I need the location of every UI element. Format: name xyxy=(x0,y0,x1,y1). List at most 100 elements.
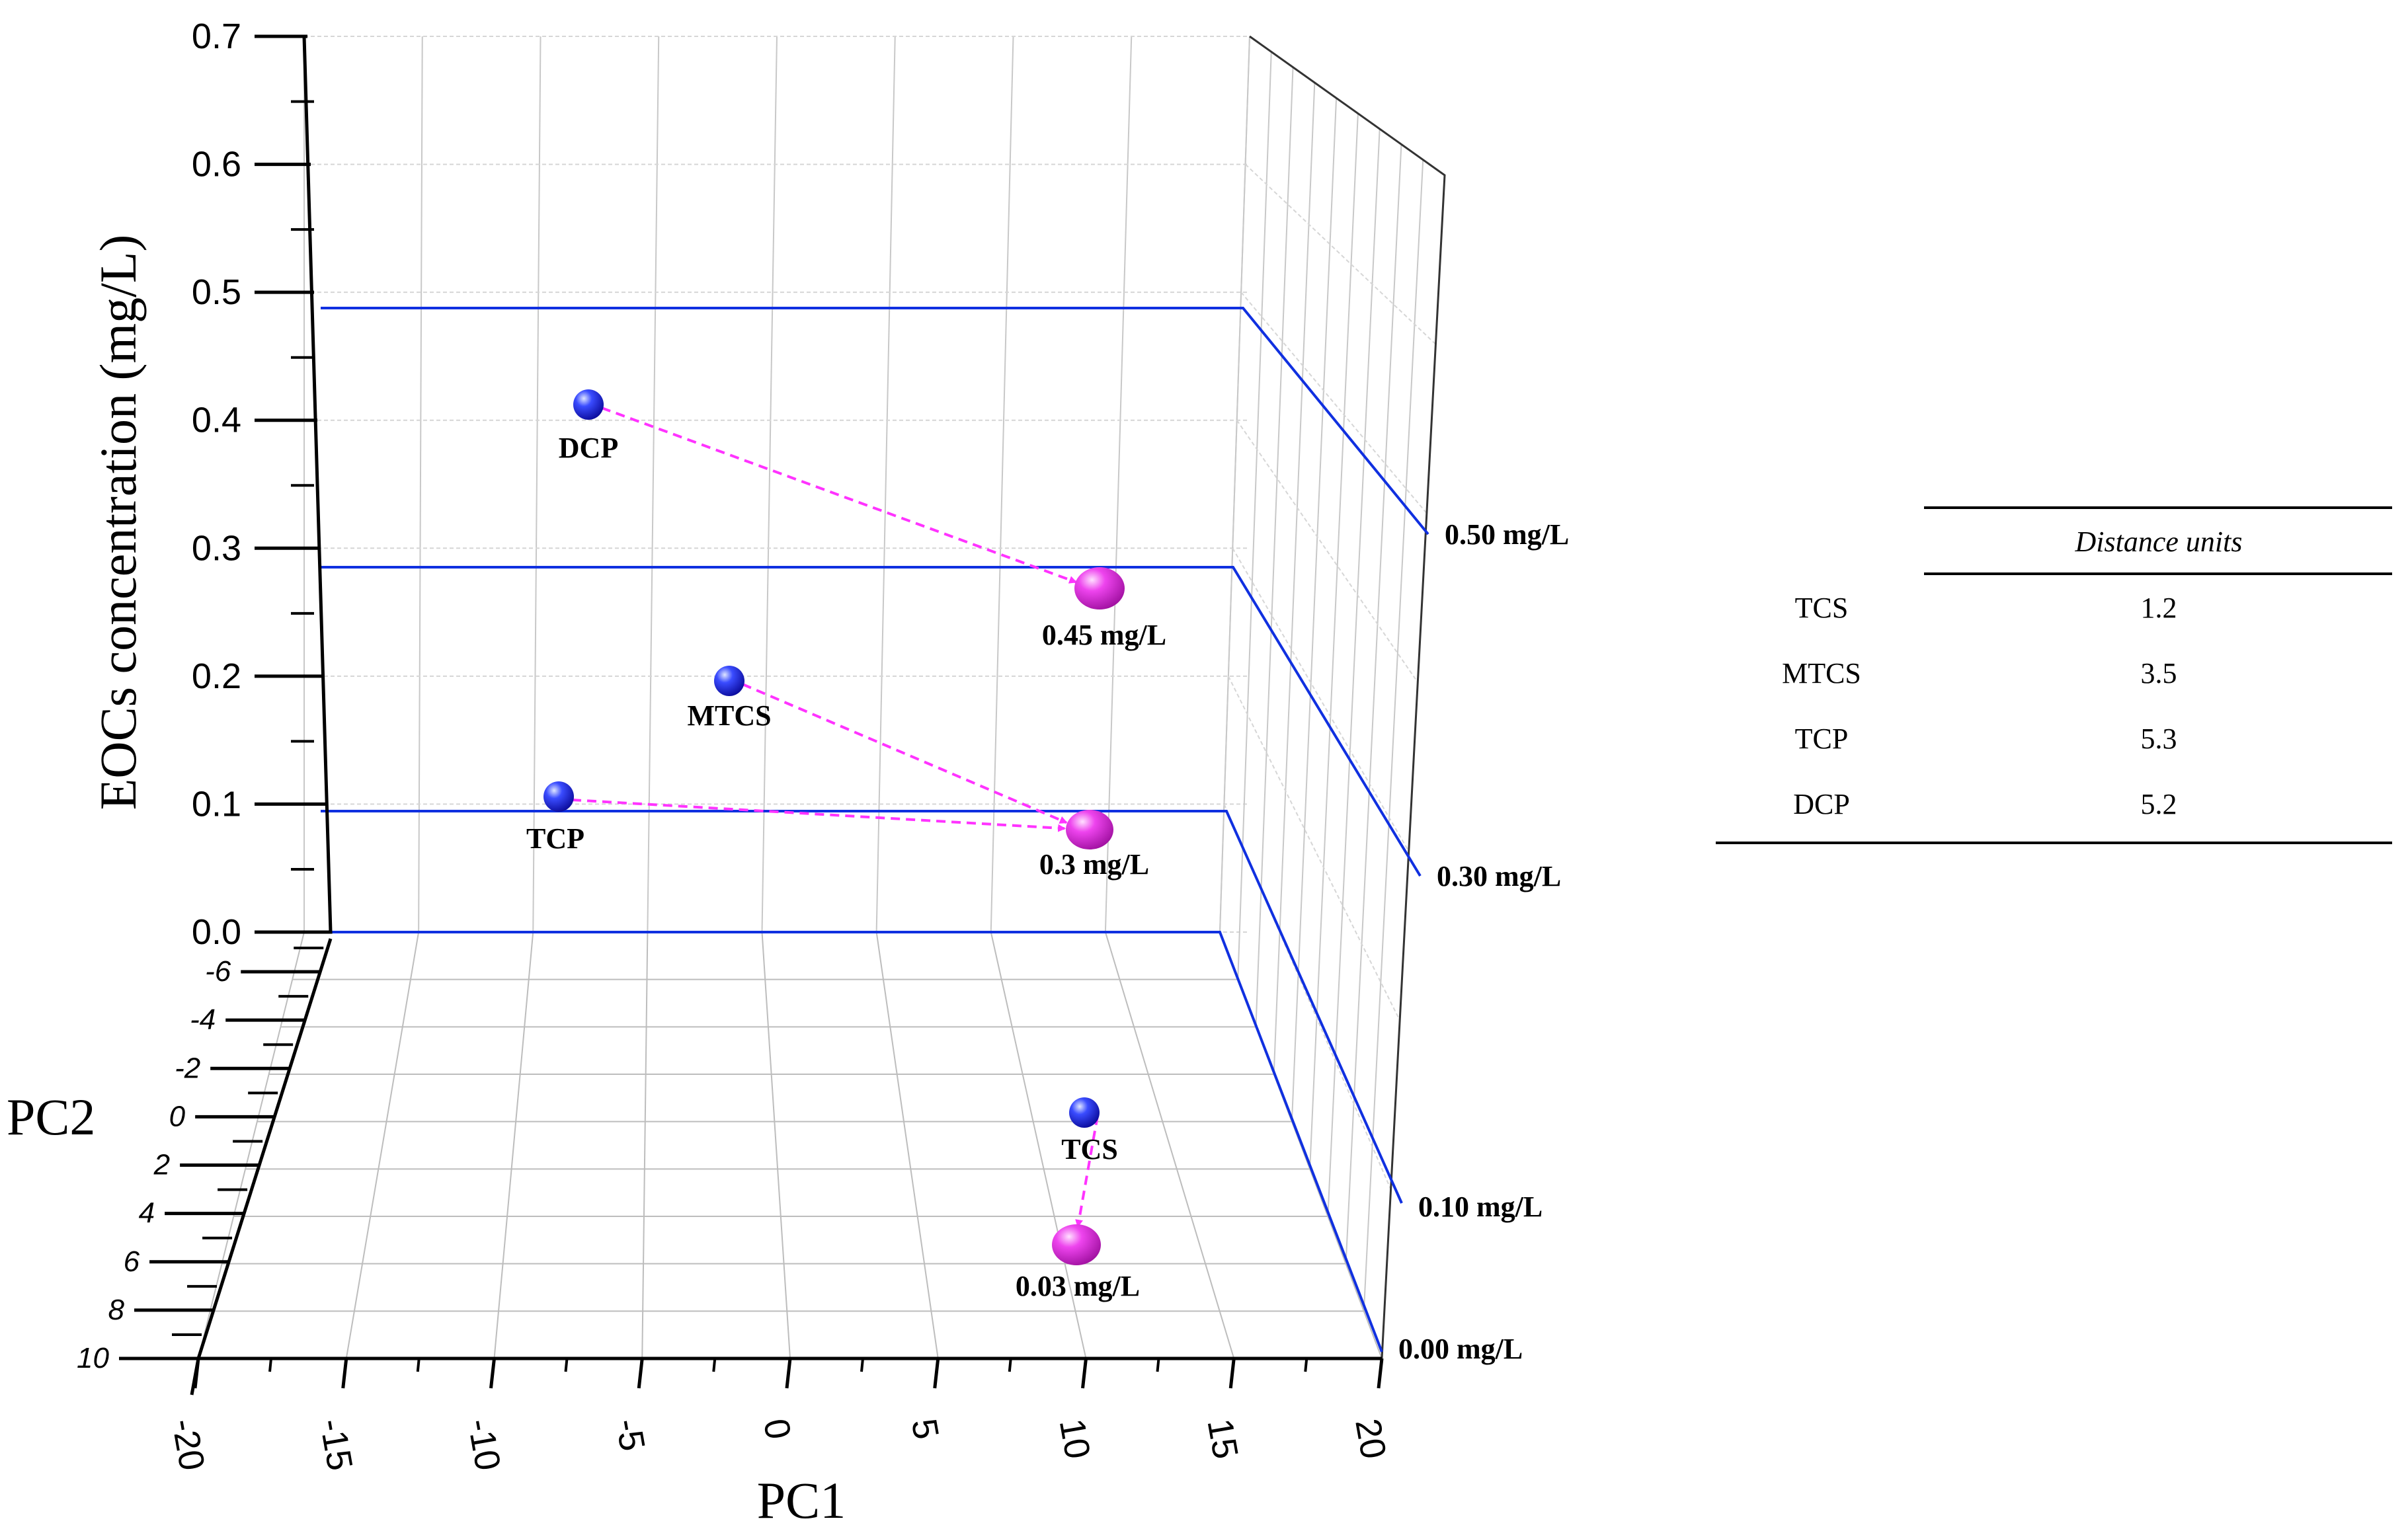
z-axis-line xyxy=(196,938,333,1359)
arrows-layer xyxy=(571,407,1099,1228)
side-grid-vline xyxy=(1273,82,1316,1075)
side-grid-vline xyxy=(1255,67,1294,1027)
x-tick-label: -10 xyxy=(460,1416,508,1474)
concentration-plane xyxy=(321,566,1422,877)
x-minor-tick xyxy=(860,1358,864,1372)
x-tick-label: 20 xyxy=(1347,1416,1394,1462)
y-axis-title: EOCs concentration (mg/L) xyxy=(89,235,147,810)
x-minor-tick xyxy=(564,1358,569,1372)
point-label: TCS xyxy=(1061,1133,1118,1165)
back-grid-vline xyxy=(990,36,1014,933)
x-tick xyxy=(1228,1358,1236,1389)
table-row-value: 5.2 xyxy=(2141,788,2177,820)
side-grid-vline xyxy=(1327,128,1381,1217)
z-tick-label: 10 xyxy=(77,1342,109,1374)
y-tick-label: 0.3 xyxy=(192,528,241,568)
x-tick xyxy=(193,1358,200,1389)
y-tick-label: 0.7 xyxy=(192,17,241,56)
floor-grid-line xyxy=(641,931,649,1359)
side-grid-vline xyxy=(1237,52,1272,980)
target-label: 0.45 mg/L xyxy=(1042,619,1166,651)
side-grid-hline xyxy=(1240,292,1427,514)
point-mtcs xyxy=(714,666,744,696)
side-grid-vline xyxy=(1309,113,1359,1169)
point-tcp xyxy=(543,781,574,812)
z-tick-label: 8 xyxy=(108,1294,125,1326)
side-grid-hline xyxy=(1236,420,1419,683)
x-tick-label: 15 xyxy=(1199,1416,1246,1462)
target-label: 0.03 mg/L xyxy=(1016,1270,1140,1302)
x-minor-tick xyxy=(1304,1358,1308,1372)
x-tick-label: 10 xyxy=(1052,1416,1098,1462)
points-layer: 0.45 mg/L 0.3 mg/L 0.03 mg/L DCP MTCS TCP TCS xyxy=(526,389,1166,1302)
plane-label: 0.00 mg/L xyxy=(1398,1333,1523,1365)
table-row-name: DCP xyxy=(1793,788,1850,820)
back-grid-vline xyxy=(761,36,778,933)
z-tick-label: -4 xyxy=(190,1003,216,1036)
arrow-tcp xyxy=(571,799,1066,832)
side-grid-hline xyxy=(1244,163,1437,345)
floor-grid-line xyxy=(1104,931,1235,1359)
side-grid-vline xyxy=(1291,98,1338,1122)
point-tcs xyxy=(1069,1097,1100,1128)
side-grid-hline xyxy=(1227,676,1401,1021)
x-tick-label: 0 xyxy=(756,1416,798,1442)
arrow-tcs xyxy=(1075,1115,1099,1228)
table-header: Distance units xyxy=(2075,526,2243,558)
arrow-mtcs xyxy=(742,683,1068,824)
x-tick xyxy=(785,1358,792,1389)
x-tick xyxy=(933,1358,940,1389)
plane-label: 0.30 mg/L xyxy=(1437,860,1561,892)
table-row-name: TCS xyxy=(1795,592,1849,624)
z-tick-label: 6 xyxy=(124,1245,140,1278)
y-tick-label: 0.6 xyxy=(192,145,241,184)
point-label: TCP xyxy=(526,822,584,855)
z-axis-title: PC2 xyxy=(7,1088,95,1146)
x-minor-tick xyxy=(268,1358,272,1372)
y-tick-label: 0.1 xyxy=(192,784,241,824)
side-grid-vline xyxy=(1345,144,1402,1264)
tick-labels: 0.00.10.20.30.40.50.60.7-20 -15 -10 -5 0 5 10 1… xyxy=(77,17,1394,1474)
x-minor-tick xyxy=(712,1358,717,1372)
x-tick-label: 5 xyxy=(904,1416,946,1442)
point-label: MTCS xyxy=(687,699,771,732)
grid-layer xyxy=(198,35,1446,1359)
z-tick-label: 0 xyxy=(169,1100,186,1132)
x-tick-label: -5 xyxy=(608,1416,652,1454)
arrow-dcp xyxy=(601,407,1078,584)
distance-table: Distance units TCS 1.2 MTCS 3.5 TCP 5.3 DCP 5.2 xyxy=(1716,506,2392,844)
side-grid-vline xyxy=(1219,36,1250,933)
x-tick xyxy=(1377,1358,1384,1389)
side-panel-outline xyxy=(1249,35,1446,1359)
x-tick xyxy=(637,1358,644,1389)
floor-grid-line xyxy=(761,931,791,1359)
z-tick-label: -2 xyxy=(175,1052,200,1084)
y-tick-label: 0.2 xyxy=(192,656,241,696)
concentration-plane xyxy=(321,307,1429,535)
concentration-planes: 0.00 mg/L 0.10 mg/L 0.30 mg/L 0.50 mg/L xyxy=(321,307,1569,1365)
target-label: 0.3 mg/L xyxy=(1039,848,1149,881)
x-tick xyxy=(489,1358,496,1389)
x-minor-tick xyxy=(416,1358,421,1372)
table-row-value: 1.2 xyxy=(2141,592,2177,624)
floor-grid-line xyxy=(875,931,939,1359)
side-grid-vline xyxy=(1363,159,1424,1312)
x-minor-tick xyxy=(1008,1358,1012,1372)
side-grid-hline xyxy=(1232,547,1410,852)
table-row-value: 5.3 xyxy=(2141,723,2177,755)
x-tick xyxy=(341,1358,348,1389)
table-row-name: MTCS xyxy=(1782,657,1861,689)
x-tick xyxy=(1081,1358,1088,1389)
floor-grid-line xyxy=(990,931,1087,1359)
back-grid-vline xyxy=(532,36,542,933)
floor-grid-line xyxy=(493,931,534,1359)
back-grid-vline xyxy=(1104,36,1133,933)
x-tick-label: -20 xyxy=(164,1416,212,1474)
z-tick-label: -6 xyxy=(205,955,231,988)
plane-label: 0.10 mg/L xyxy=(1418,1191,1543,1223)
back-grid-vline xyxy=(418,36,423,933)
target-mtcs xyxy=(1066,810,1113,849)
y-tick-label: 0.4 xyxy=(192,401,241,440)
x-tick-label: -15 xyxy=(312,1416,360,1474)
